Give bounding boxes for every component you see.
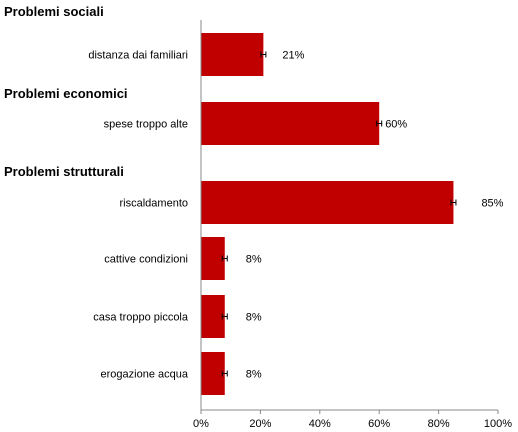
x-tick-label-1: 20% (249, 418, 271, 430)
error-bar-spese-troppo-alte (376, 120, 383, 127)
bar-spese-troppo-alte (201, 102, 380, 145)
error-bar-cattive-condizioni (221, 255, 228, 262)
data-label-distanza-dai-familiari: 21% (282, 50, 304, 62)
x-tick-label-5: 100% (484, 418, 512, 430)
error-bar-distanza-dai-familiari (260, 51, 267, 58)
x-tick-label-2: 40% (309, 418, 331, 430)
error-bar-casa-troppo-piccola (221, 313, 228, 320)
bar-cattive-condizioni (201, 237, 225, 280)
category-label-casa-troppo-piccola: casa troppo piccola (93, 312, 189, 324)
data-label-cattive-condizioni: 8% (246, 254, 262, 266)
bar-riscaldamento (201, 181, 454, 224)
category-label-distanza-dai-familiari: distanza dai familiari (88, 50, 188, 62)
category-label-spese-troppo-alte: spese troppo alte (104, 119, 188, 131)
group-heading-problemi-sociali: Problemi sociali (4, 4, 104, 19)
category-label-riscaldamento: riscaldamento (120, 198, 188, 210)
bar-casa-troppo-piccola (201, 295, 225, 338)
bar-erogazione-acqua (201, 352, 225, 395)
data-label-erogazione-acqua: 8% (246, 369, 262, 381)
category-label-cattive-condizioni: cattive condizioni (104, 254, 188, 266)
x-tick-label-0: 0% (193, 418, 209, 430)
error-bar-erogazione-acqua (221, 370, 228, 377)
error-bar-riscaldamento (450, 199, 457, 206)
data-label-casa-troppo-piccola: 8% (246, 312, 262, 324)
group-heading-problemi-economici: Problemi economici (4, 86, 128, 101)
data-label-riscaldamento: 85% (481, 198, 503, 210)
category-label-erogazione-acqua: erogazione acqua (101, 369, 189, 381)
group-heading-problemi-strutturali: Problemi strutturali (4, 164, 124, 179)
x-tick-label-3: 60% (368, 418, 390, 430)
x-tick-label-4: 80% (428, 418, 450, 430)
bar-distanza-dai-familiari (201, 33, 264, 76)
data-label-spese-troppo-alte: 60% (385, 119, 407, 131)
